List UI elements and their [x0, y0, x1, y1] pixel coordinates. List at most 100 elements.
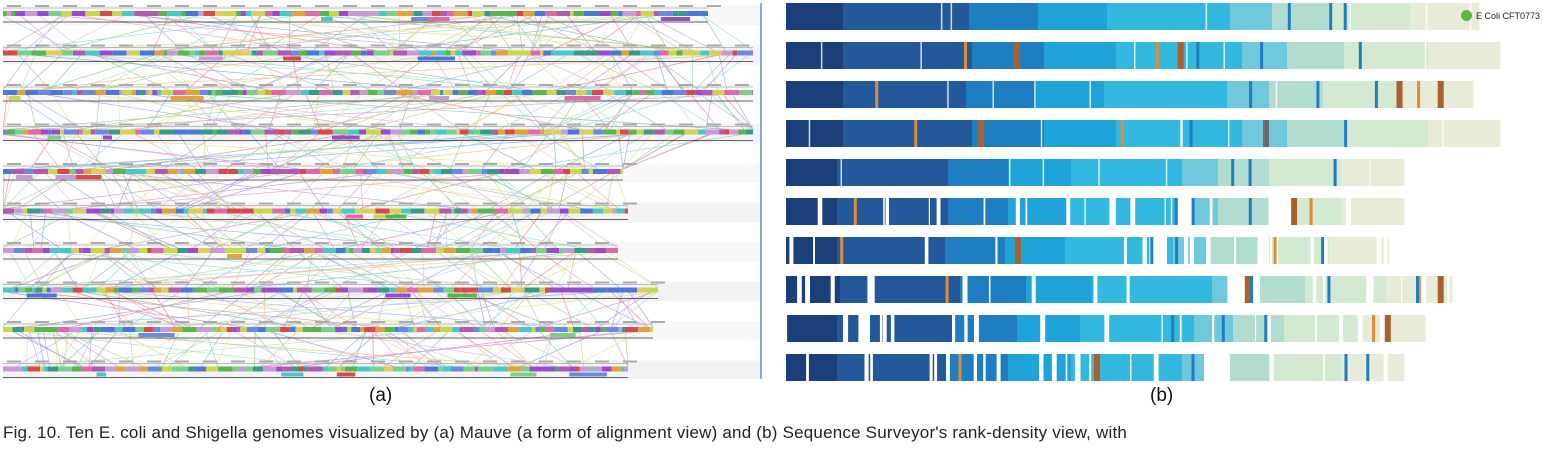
- lcb-block: [317, 129, 333, 135]
- density-cell: [1095, 315, 1099, 342]
- lcb-block: [338, 11, 349, 16]
- density-cell: [1017, 159, 1021, 186]
- density-cell: [1005, 42, 1009, 69]
- ruler-tick: [399, 123, 413, 126]
- lcb-block: [292, 11, 306, 16]
- lcb-block: [335, 287, 340, 293]
- density-cell: [891, 198, 895, 225]
- lcb-block: [211, 90, 216, 95]
- density-cell: [1332, 276, 1336, 303]
- lcb-block: [177, 248, 188, 253]
- lcb-block: [380, 129, 391, 135]
- density-cell: [912, 81, 916, 108]
- lcb-block: [319, 90, 333, 95]
- density-cell: [1368, 315, 1372, 342]
- lcb-block: [181, 11, 186, 16]
- lcb-block: [377, 287, 389, 293]
- density-cell: [1116, 81, 1120, 108]
- density-cell: [921, 81, 925, 108]
- density-cell: [930, 81, 934, 108]
- lcb-block: [196, 327, 212, 332]
- density-gap: [974, 315, 979, 342]
- density-cell: [1203, 42, 1207, 69]
- density-cell: [924, 3, 928, 30]
- lcb-block: [320, 169, 333, 174]
- lcb-block: [55, 208, 66, 214]
- density-cell: [1122, 198, 1126, 225]
- density-cell: [795, 159, 799, 186]
- density-cell: [879, 354, 883, 381]
- lcb-block: [545, 11, 557, 16]
- ruler-tick: [567, 321, 581, 323]
- ruler-tick: [175, 242, 189, 244]
- density-cell: [1437, 120, 1441, 147]
- density-cell: [1437, 3, 1441, 30]
- density-cell: [1494, 120, 1498, 147]
- lcb-block: [508, 208, 523, 214]
- density-cell: [1413, 120, 1417, 147]
- density-cell: [1071, 3, 1075, 30]
- density-cell: [1278, 159, 1282, 186]
- density-gap: [983, 354, 986, 381]
- lcb-block: [130, 50, 141, 56]
- density-cell: [1281, 159, 1285, 186]
- density-cell: [1119, 237, 1123, 264]
- density-cell: [1227, 3, 1231, 30]
- density-cell: [1068, 354, 1072, 381]
- lcb-block: [131, 129, 136, 135]
- density-cell: [1194, 81, 1198, 108]
- density-cell: [909, 198, 913, 225]
- accent-stripe: [964, 42, 967, 69]
- density-cell: [885, 159, 889, 186]
- density-cell: [993, 42, 997, 69]
- lcb-block: [540, 327, 546, 332]
- density-cell: [819, 315, 823, 342]
- density-cell: [1320, 315, 1324, 342]
- density-cell: [927, 354, 931, 381]
- density-cell: [864, 42, 868, 69]
- density-cell: [1017, 81, 1021, 108]
- density-cell: [834, 237, 838, 264]
- density-cell: [855, 354, 859, 381]
- density-cell: [1020, 354, 1024, 381]
- density-cell: [1308, 315, 1312, 342]
- inverted-block: [569, 372, 607, 377]
- density-cell: [1206, 198, 1210, 225]
- density-cell: [843, 354, 847, 381]
- density-cell: [1047, 81, 1051, 108]
- lcb-block: [168, 287, 181, 293]
- lcb-block: [545, 287, 550, 293]
- lcb-block: [345, 248, 350, 253]
- density-cell: [1272, 159, 1276, 186]
- lcb-block: [304, 248, 315, 253]
- ruler-tick: [231, 5, 245, 7]
- density-gap: [1180, 120, 1182, 147]
- density-cell: [837, 42, 841, 69]
- density-cell: [828, 315, 832, 342]
- density-cell: [1314, 354, 1318, 381]
- ruler-tick: [483, 163, 497, 165]
- density-cell: [933, 237, 937, 264]
- ruler-tick: [147, 242, 161, 244]
- lcb-block: [659, 50, 669, 56]
- density-cell: [1356, 42, 1360, 69]
- density-gap: [1378, 237, 1382, 264]
- marker-stripe: [1265, 120, 1269, 147]
- density-cell: [906, 315, 910, 342]
- density-cell: [1212, 120, 1216, 147]
- lcb-block: [11, 11, 16, 16]
- density-cell: [1167, 354, 1171, 381]
- lcb-block: [439, 208, 451, 214]
- density-cell: [855, 276, 859, 303]
- ruler-tick: [315, 44, 329, 47]
- ruler-tick: [203, 123, 217, 126]
- density-cell: [990, 315, 994, 342]
- density-cell: [1080, 198, 1084, 225]
- lcb-block: [42, 287, 47, 293]
- lcb-block: [410, 129, 418, 135]
- density-cell: [1281, 237, 1285, 264]
- density-cell: [1293, 354, 1297, 381]
- density-cell: [900, 120, 904, 147]
- density-cell: [1317, 354, 1321, 381]
- density-gap: [988, 276, 991, 303]
